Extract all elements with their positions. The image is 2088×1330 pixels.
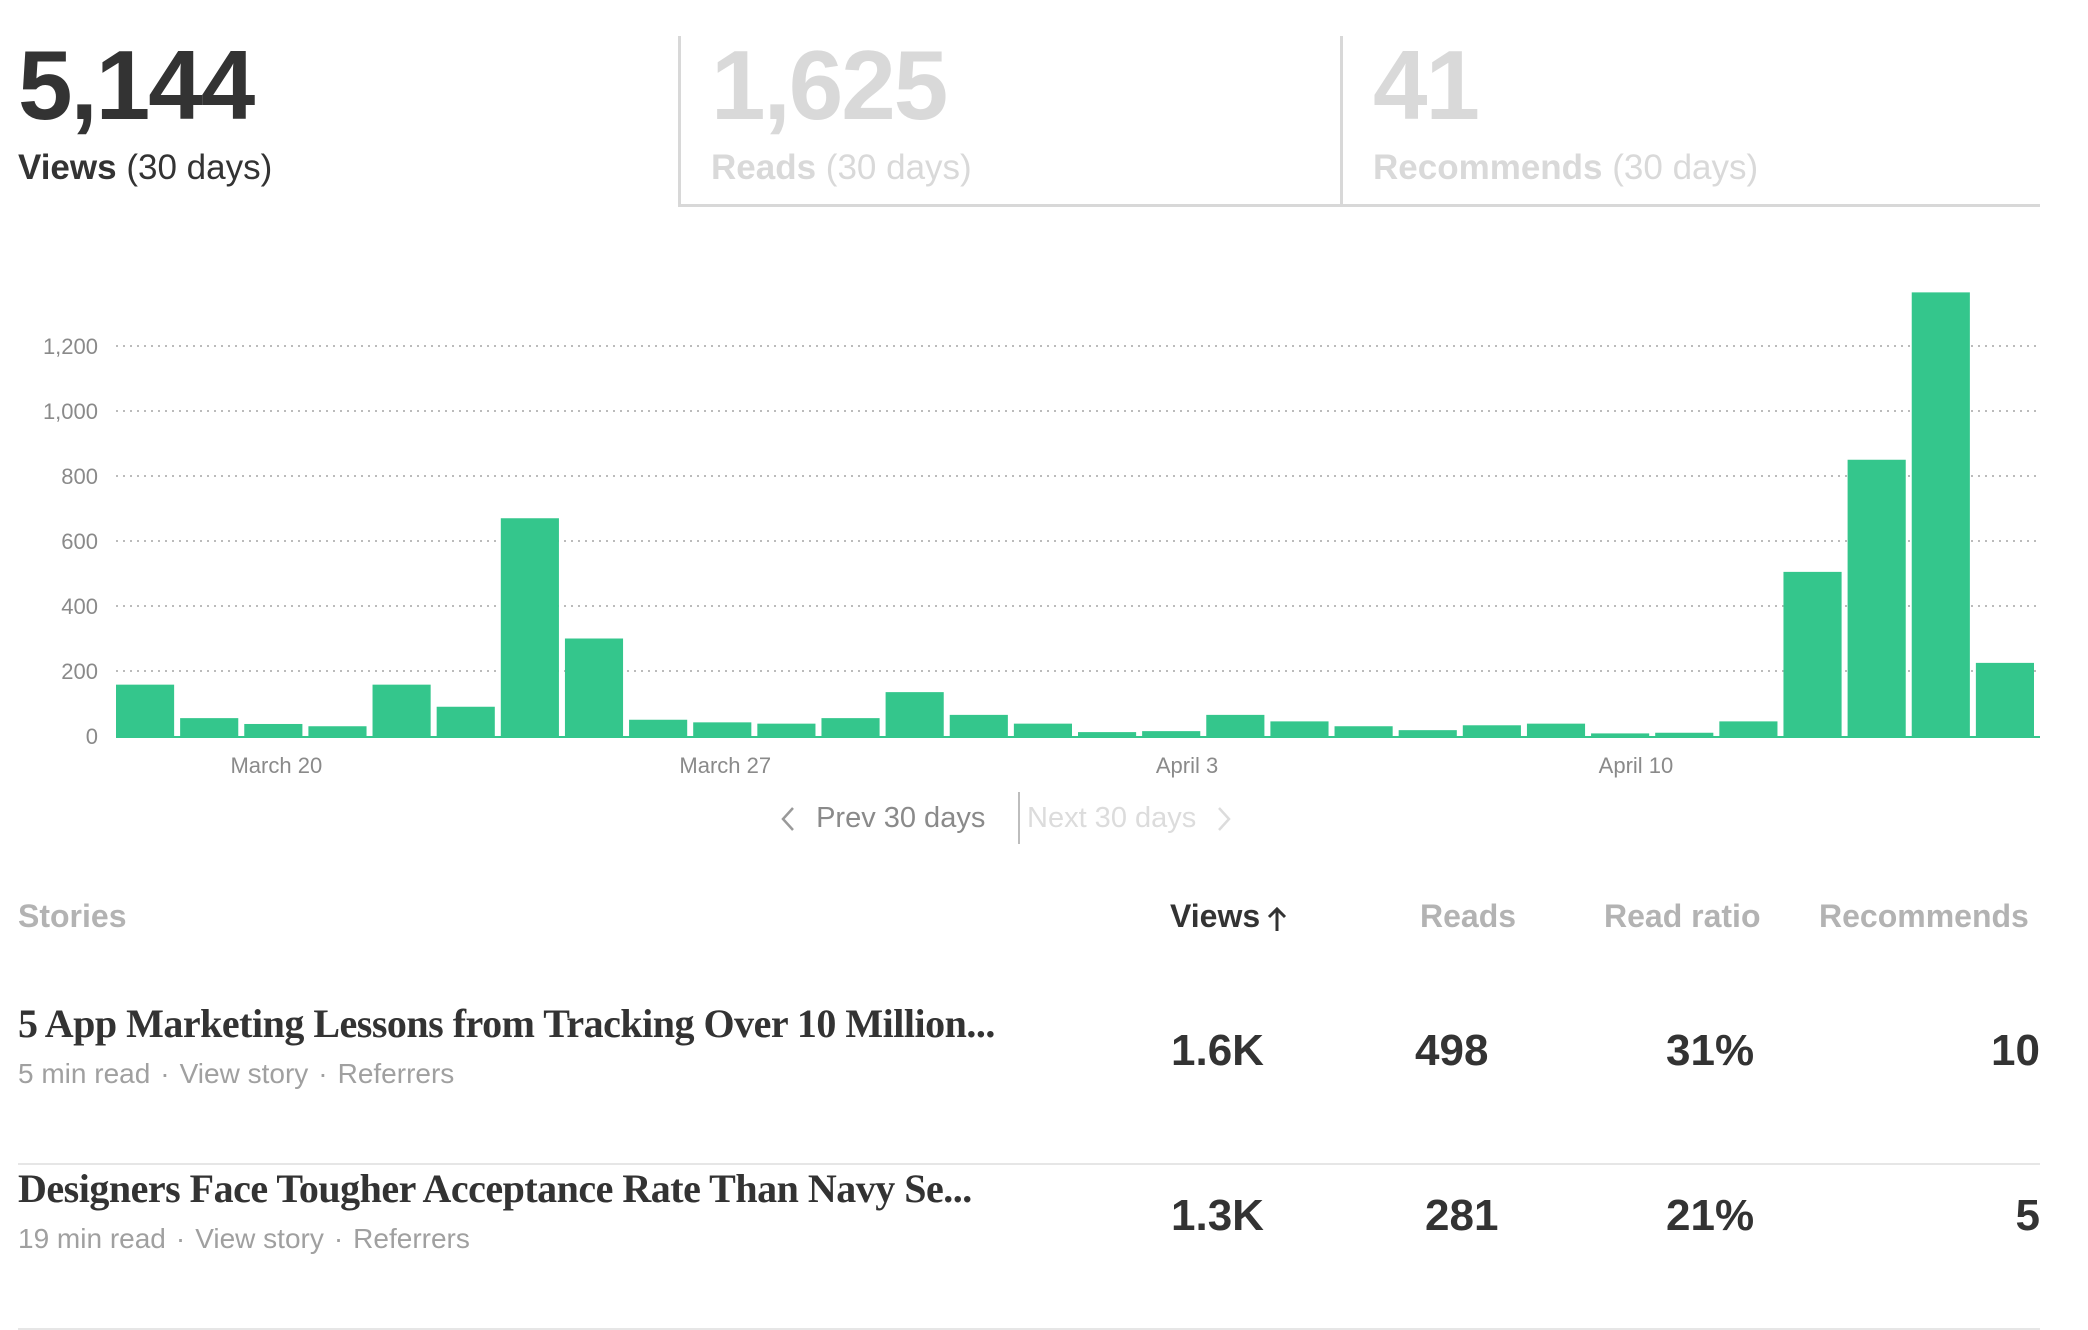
view-story-link[interactable]: View story [195, 1223, 324, 1254]
story-meta: 5 min read · View story · Referrers [18, 1058, 455, 1089]
view-story-link[interactable]: View story [179, 1058, 309, 1089]
bar[interactable] [757, 723, 816, 736]
table-row: Designers Face Tougher Acceptance Rate T… [18, 1163, 2040, 1330]
read-ratio-column-header[interactable]: Read ratio [1604, 898, 1761, 934]
prev-30-days-button[interactable]: Prev 30 days [780, 802, 985, 835]
metric-tabs: 5,144 Views (30 days) 1,625 Reads (30 da… [18, 36, 2040, 209]
views-column-header[interactable]: Views [1170, 898, 1288, 935]
y-tick-label: 600 [61, 529, 98, 554]
bar[interactable] [1783, 571, 1842, 736]
bar[interactable] [500, 518, 559, 736]
bar[interactable] [436, 706, 495, 736]
date-pager: Prev 30 days Next 30 days [780, 792, 1280, 848]
views-bar-chart: 0 200 400 600 800 1,000 1,200 March 20 March 27 A… [43, 292, 2040, 778]
views-value: 1.3K [1171, 1191, 1264, 1240]
reads-metric-tab[interactable]: 1,625 Reads (30 days) [678, 36, 1340, 207]
bar[interactable] [1398, 730, 1457, 736]
bar[interactable] [1013, 723, 1072, 736]
read-time: 19 min read [18, 1223, 166, 1254]
bar[interactable] [1847, 459, 1906, 736]
chevron-right-icon [1218, 807, 1232, 832]
bar[interactable] [949, 714, 1008, 736]
y-tick-label: 1,200 [43, 334, 98, 359]
bar[interactable] [116, 684, 175, 736]
x-tick-label: March 27 [679, 753, 771, 778]
read-time: 5 min read [18, 1058, 151, 1089]
stories-column-header: Stories [18, 898, 127, 934]
bar[interactable] [244, 723, 303, 736]
read-ratio-value: 31% [1666, 1026, 1755, 1075]
views-value: 1.6K [1171, 1026, 1264, 1075]
bar[interactable] [1334, 726, 1393, 736]
y-tick-label: 0 [86, 724, 98, 749]
reads-value: 498 [1415, 1026, 1489, 1075]
recommends-value: 5 [2015, 1191, 2040, 1240]
recommends-metric-tab[interactable]: 41 Recommends (30 days) [1340, 36, 2040, 207]
bar[interactable] [629, 719, 688, 736]
recommends-label: Recommends (30 days) [1373, 148, 1759, 187]
bar[interactable] [1206, 714, 1265, 736]
story-title[interactable]: 5 App Marketing Lessons from Tracking Ov… [18, 1001, 995, 1046]
y-tick-label: 400 [61, 594, 98, 619]
bar[interactable] [693, 722, 752, 736]
bar[interactable] [308, 726, 367, 736]
reads-value: 281 [1425, 1191, 1499, 1240]
views-metric-tab[interactable]: 5,144 Views (30 days) [18, 36, 678, 207]
bar[interactable] [1526, 723, 1586, 736]
referrers-link[interactable]: Referrers [353, 1223, 470, 1254]
pager-divider [1018, 792, 1020, 844]
x-tick-label: March 20 [230, 753, 322, 778]
x-tick-label: April 3 [1156, 753, 1218, 778]
bar[interactable] [821, 718, 880, 736]
recommends-column-header[interactable]: Recommends [1819, 898, 2029, 934]
sort-arrow-up-icon [1268, 906, 1287, 931]
bar[interactable] [1591, 733, 1650, 736]
bar[interactable] [564, 638, 624, 737]
views-count: 5,144 [18, 30, 255, 140]
stories-table-header: Stories Views Reads Read ratio Recommend… [18, 898, 2040, 938]
bar[interactable] [1655, 732, 1714, 736]
bar[interactable] [1270, 721, 1329, 736]
bar[interactable] [1462, 725, 1521, 736]
bar[interactable] [1078, 732, 1137, 736]
bar[interactable] [1142, 731, 1201, 736]
recommends-value: 10 [1991, 1026, 2040, 1075]
bar[interactable] [180, 718, 239, 736]
y-tick-label: 800 [61, 464, 98, 489]
prev-label: Prev 30 days [816, 802, 986, 834]
story-meta: 19 min read · View story · Referrers [18, 1223, 470, 1254]
views-label: Views (30 days) [18, 148, 273, 187]
recommends-count: 41 [1373, 30, 1480, 140]
bar[interactable] [885, 692, 944, 736]
x-tick-label: April 10 [1599, 753, 1674, 778]
bar[interactable] [372, 684, 431, 736]
reads-label: Reads (30 days) [711, 148, 972, 187]
table-row: 5 App Marketing Lessons from Tracking Ov… [18, 998, 2040, 1165]
reads-column-header[interactable]: Reads [1420, 898, 1517, 934]
bar[interactable] [1911, 292, 1970, 736]
read-ratio-value: 21% [1666, 1191, 1755, 1240]
story-title[interactable]: Designers Face Tougher Acceptance Rate T… [18, 1166, 972, 1211]
reads-count: 1,625 [711, 30, 948, 140]
next-30-days-button: Next 30 days [1027, 802, 1232, 835]
referrers-link[interactable]: Referrers [337, 1058, 455, 1089]
bar[interactable] [1975, 662, 2034, 736]
next-label: Next 30 days [1027, 802, 1197, 834]
y-tick-label: 200 [61, 659, 98, 684]
bar[interactable] [1719, 721, 1778, 736]
y-tick-label: 1,000 [43, 399, 98, 424]
chevron-left-icon [781, 807, 794, 832]
